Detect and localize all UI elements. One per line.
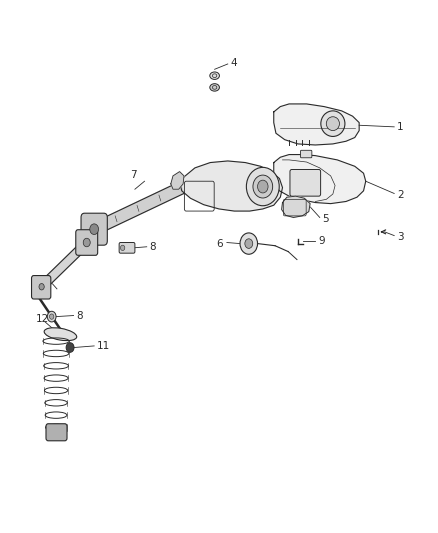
Ellipse shape: [44, 328, 77, 341]
Text: 7: 7: [130, 170, 137, 180]
Ellipse shape: [246, 167, 279, 206]
Text: 8: 8: [76, 311, 83, 320]
Text: 8: 8: [149, 242, 156, 252]
Text: 5: 5: [322, 214, 329, 223]
Circle shape: [120, 245, 125, 251]
FancyBboxPatch shape: [81, 213, 107, 245]
Text: 12: 12: [35, 314, 49, 324]
Circle shape: [66, 343, 74, 352]
Circle shape: [240, 233, 258, 254]
Circle shape: [49, 314, 54, 319]
Ellipse shape: [253, 175, 272, 198]
Text: 1: 1: [397, 122, 403, 132]
Text: 3: 3: [397, 232, 403, 241]
Circle shape: [245, 239, 253, 248]
Circle shape: [258, 180, 268, 193]
FancyBboxPatch shape: [119, 243, 135, 253]
Circle shape: [90, 224, 99, 235]
FancyBboxPatch shape: [300, 150, 312, 158]
Polygon shape: [282, 196, 310, 217]
Circle shape: [39, 284, 44, 290]
FancyBboxPatch shape: [290, 169, 321, 196]
Text: 2: 2: [397, 190, 403, 199]
Text: 10: 10: [39, 284, 52, 294]
FancyBboxPatch shape: [76, 230, 98, 255]
Ellipse shape: [326, 117, 339, 131]
Ellipse shape: [321, 111, 345, 136]
Polygon shape: [171, 172, 184, 189]
FancyBboxPatch shape: [46, 424, 67, 441]
Circle shape: [47, 311, 56, 322]
Text: 4: 4: [230, 58, 237, 68]
Polygon shape: [39, 238, 90, 290]
Ellipse shape: [210, 84, 219, 91]
Ellipse shape: [210, 72, 219, 79]
Polygon shape: [274, 155, 366, 204]
Polygon shape: [180, 161, 283, 211]
Text: 11: 11: [97, 341, 110, 351]
Text: 6: 6: [216, 239, 223, 248]
Text: 9: 9: [318, 237, 325, 246]
Polygon shape: [92, 182, 184, 235]
Circle shape: [83, 238, 90, 247]
Polygon shape: [274, 104, 359, 145]
FancyBboxPatch shape: [32, 276, 51, 299]
